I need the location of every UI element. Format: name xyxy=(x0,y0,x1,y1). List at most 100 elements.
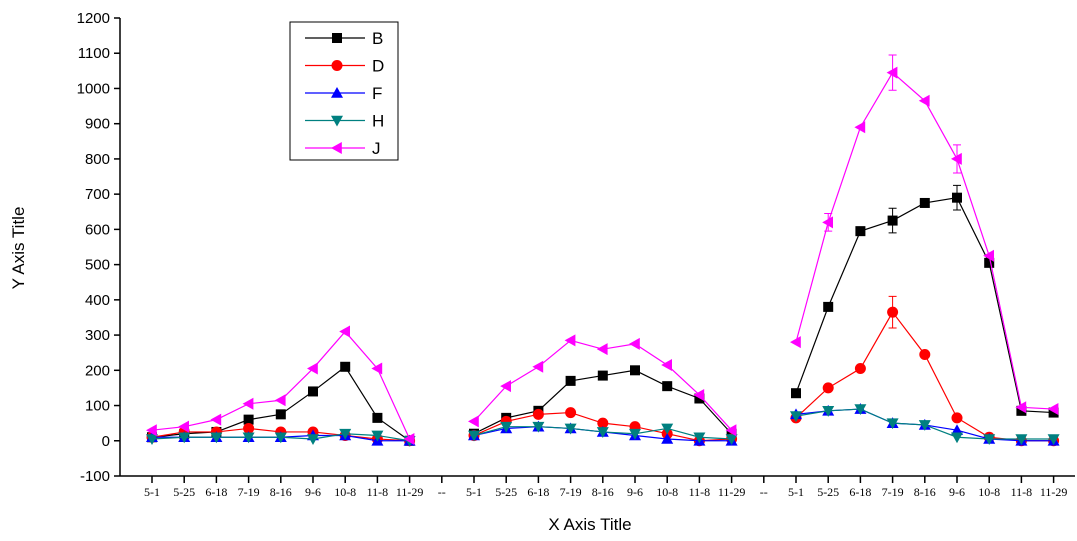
y-tick-label: 0 xyxy=(102,433,110,450)
data-point xyxy=(661,423,674,435)
x-tick-label: 5-1 xyxy=(144,485,160,499)
data-point xyxy=(662,381,673,392)
data-point xyxy=(468,430,480,442)
data-point xyxy=(951,152,962,165)
data-point xyxy=(725,434,738,446)
data-point xyxy=(1016,405,1027,416)
data-point xyxy=(854,121,866,134)
x-tick-label: 8-16 xyxy=(592,485,614,499)
legend-label: B xyxy=(372,29,383,48)
x-tick-label: 7-19 xyxy=(238,485,260,499)
data-point xyxy=(854,363,866,375)
x-tick-label: 11-29 xyxy=(396,485,424,499)
data-point xyxy=(274,432,287,444)
y-tick-label: 400 xyxy=(85,292,110,309)
data-point xyxy=(661,359,672,372)
data-point xyxy=(597,417,609,429)
data-point xyxy=(887,306,899,318)
data-point xyxy=(951,432,963,444)
data-point xyxy=(952,192,962,203)
data-point xyxy=(565,407,577,419)
data-point xyxy=(146,434,158,446)
legend-marker xyxy=(331,60,343,71)
data-point xyxy=(790,336,801,349)
legend-marker xyxy=(332,33,342,43)
data-point xyxy=(371,430,384,442)
data-point xyxy=(887,215,898,226)
y-tick-label: 600 xyxy=(85,221,110,238)
x-tick-label: -- xyxy=(760,485,768,499)
data-point xyxy=(403,433,415,446)
data-point xyxy=(565,375,576,386)
data-point xyxy=(693,388,705,401)
data-point xyxy=(661,433,674,444)
data-point xyxy=(210,413,222,426)
legend-marker xyxy=(331,87,343,98)
data-point xyxy=(468,415,479,428)
data-point xyxy=(532,360,544,373)
x-tick-label: 9-6 xyxy=(949,485,965,499)
x-tick-label: 5-25 xyxy=(495,485,517,499)
data-point xyxy=(500,380,511,393)
x-tick-label: 9-6 xyxy=(305,485,321,499)
data-point xyxy=(532,421,545,433)
data-point xyxy=(855,226,866,237)
data-point xyxy=(919,197,930,208)
data-point xyxy=(597,370,608,381)
data-point xyxy=(307,434,319,446)
x-tick-label: 10-8 xyxy=(334,485,356,499)
y-axis-title: Y Axis Title xyxy=(9,207,28,290)
legend-label: J xyxy=(372,139,381,158)
data-point xyxy=(340,361,351,372)
data-point xyxy=(372,412,383,423)
legend-marker xyxy=(331,142,342,154)
x-tick-label: 6-18 xyxy=(849,485,871,499)
data-point xyxy=(886,66,898,79)
data-point xyxy=(275,409,286,420)
x-tick-label: 5-1 xyxy=(788,485,804,499)
legend-label: H xyxy=(372,112,384,131)
y-tick-label: 900 xyxy=(85,116,110,133)
x-tick-label: 8-16 xyxy=(270,485,292,499)
legend-label: F xyxy=(372,84,382,103)
data-point xyxy=(242,432,255,444)
data-point xyxy=(822,216,833,229)
y-tick-label: 200 xyxy=(85,362,110,379)
data-point xyxy=(791,388,801,399)
x-tick-label: 11-8 xyxy=(367,485,389,499)
y-tick-label: 1100 xyxy=(78,45,110,62)
x-tick-label: 8-16 xyxy=(914,485,936,499)
data-point xyxy=(694,393,705,404)
x-tick-label: 11-29 xyxy=(1040,485,1068,499)
data-point xyxy=(1015,434,1028,446)
data-point xyxy=(371,362,383,375)
x-tick-label: 5-1 xyxy=(466,485,482,499)
x-tick-label: 7-19 xyxy=(560,485,582,499)
data-point xyxy=(822,382,834,394)
x-tick-label: 11-8 xyxy=(1011,485,1033,499)
data-point xyxy=(886,418,899,430)
data-point xyxy=(500,421,513,433)
legend-label: D xyxy=(372,57,384,76)
data-point xyxy=(596,343,608,356)
x-tick-label: 5-25 xyxy=(173,485,195,499)
data-point xyxy=(1048,407,1059,418)
x-tick-label: 6-18 xyxy=(205,485,227,499)
x-tick-label: 10-8 xyxy=(978,485,1000,499)
data-point xyxy=(629,428,641,440)
y-tick-label: 300 xyxy=(85,327,110,344)
data-point xyxy=(596,427,609,438)
data-point xyxy=(725,424,737,437)
data-point xyxy=(178,420,189,433)
data-point xyxy=(919,348,931,360)
x-tick-label: 10-8 xyxy=(656,485,678,499)
data-point xyxy=(308,386,318,397)
data-point xyxy=(146,424,157,437)
data-point xyxy=(693,432,706,444)
data-point xyxy=(918,420,931,431)
data-point xyxy=(984,257,995,268)
data-point xyxy=(178,432,191,444)
data-point xyxy=(1047,434,1060,446)
legend-box xyxy=(289,21,399,161)
